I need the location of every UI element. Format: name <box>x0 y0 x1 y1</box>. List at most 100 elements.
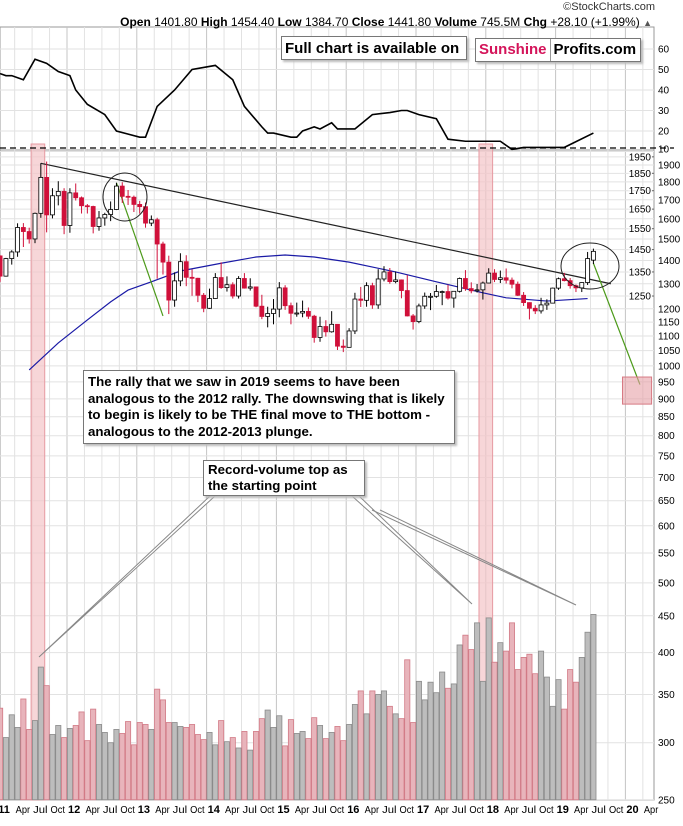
volume-bar <box>299 731 306 801</box>
price-tick-label: 1800 <box>658 177 681 188</box>
price-tick-label: 400 <box>658 648 675 659</box>
price-tick-label: 1750 <box>629 186 652 197</box>
volume-bar <box>503 650 510 801</box>
price-tick-label: 950 <box>658 377 675 388</box>
volume-value: 745.5M <box>480 15 521 29</box>
high-value: 1454.40 <box>230 15 275 29</box>
volume-bar <box>177 726 184 801</box>
x-year-label: 15 <box>277 804 289 816</box>
indicator-panel <box>0 58 674 151</box>
x-month-label: Apr <box>644 805 659 816</box>
volume-bar <box>183 727 190 801</box>
x-year-label: 16 <box>347 804 359 816</box>
projection-line-2012 <box>115 182 164 317</box>
candle-body <box>358 298 364 301</box>
price-tick-label: 900 <box>658 394 675 405</box>
candle-body <box>375 278 381 306</box>
candle-body <box>497 277 503 280</box>
x-month-label: Oct <box>400 805 415 816</box>
x-month-label: Jul <box>312 805 326 816</box>
candle-body <box>463 278 468 290</box>
volume-bar <box>543 676 550 801</box>
volume-bar <box>293 733 300 801</box>
x-month-label: Apr <box>155 805 170 816</box>
volume-bar <box>78 711 85 801</box>
volume-bars <box>0 614 597 801</box>
candle-body <box>67 192 73 226</box>
circle-annotation-2012 <box>102 172 148 222</box>
volume-label: Volume <box>434 15 477 29</box>
price-tick-label: 650 <box>658 496 675 507</box>
volume-bar <box>514 669 521 801</box>
volume-bar <box>200 739 207 801</box>
candle-body <box>410 315 416 322</box>
volume-bar <box>241 731 248 801</box>
candle-body <box>32 212 38 240</box>
price-tick-label: 1950 <box>629 152 652 163</box>
volume-bar <box>84 740 91 801</box>
volume-bar <box>258 718 265 801</box>
x-month-label: Apr <box>504 805 519 816</box>
candle-body <box>439 291 445 293</box>
candle-body <box>154 219 160 245</box>
high-label: High <box>200 15 228 29</box>
candle-body <box>300 311 305 314</box>
candle-body <box>195 277 201 296</box>
volume-bar <box>206 732 213 801</box>
candle-body <box>84 205 90 208</box>
x-year-label: 13 <box>138 804 150 816</box>
candle-body <box>346 330 352 348</box>
volume-bar <box>270 727 277 801</box>
x-month-label: Oct <box>120 805 135 816</box>
candle-body <box>230 284 236 297</box>
volume-bar <box>433 692 440 801</box>
candle-body <box>178 261 183 282</box>
candle-body <box>276 287 282 310</box>
candle-body <box>125 195 131 198</box>
price-tick-label: 850 <box>658 412 675 423</box>
x-month-label: Apr <box>85 805 100 816</box>
volume-bar <box>101 732 108 801</box>
x-month-label: Apr <box>434 805 449 816</box>
price-tick-label: 1650 <box>629 205 652 216</box>
volume-bar <box>549 705 556 801</box>
close-value: 1441.80 <box>387 15 432 29</box>
promo-text-box: Full chart is available on <box>281 36 467 60</box>
volume-bar <box>508 622 515 801</box>
indicator-tick-label: 10 <box>658 145 670 156</box>
candle-body <box>340 345 346 348</box>
volume-bar <box>37 666 44 801</box>
candle-body <box>44 177 50 216</box>
volume-bar <box>130 744 137 801</box>
volume-bar <box>2 737 9 801</box>
candle-body <box>305 311 311 317</box>
analysis-note: The rally that we saw in 2019 seems to h… <box>83 370 455 444</box>
volume-bar <box>538 650 545 801</box>
volume-bar <box>526 653 533 801</box>
candle-body <box>311 315 317 338</box>
candle-body <box>148 219 154 224</box>
candle-body <box>212 277 218 299</box>
volume-bar <box>375 694 382 801</box>
volume-bar <box>32 720 39 801</box>
volume-bar <box>264 709 271 801</box>
price-tick-label: 250 <box>658 795 675 806</box>
x-month-label: Oct <box>469 805 484 816</box>
volume-bar <box>386 705 393 801</box>
candle-body <box>428 295 433 298</box>
candle-body <box>131 196 137 205</box>
candle-body <box>288 305 294 314</box>
x-month-label: Jul <box>522 805 536 816</box>
candle-body <box>282 287 288 307</box>
volume-bar <box>346 724 353 801</box>
volume-bar <box>194 734 201 801</box>
x-month-label: Oct <box>51 805 66 816</box>
price-tick-label: 1300 <box>658 279 681 290</box>
volume-bar <box>125 721 132 801</box>
open-label: Open <box>120 15 151 29</box>
candle-body <box>556 278 561 289</box>
projection-line-2019 <box>592 263 641 385</box>
volume-bar <box>212 744 219 801</box>
candle-body <box>335 323 340 347</box>
sunshine-profits-link[interactable]: Sunshine Profits.com <box>475 38 642 62</box>
